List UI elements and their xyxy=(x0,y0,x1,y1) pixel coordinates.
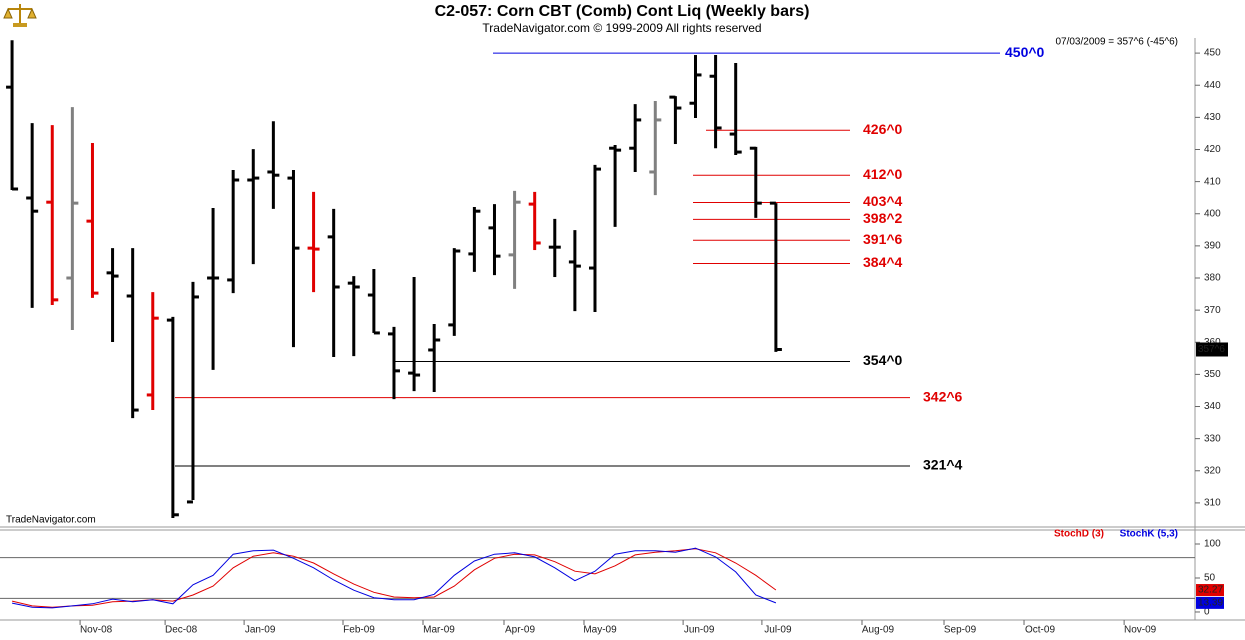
x-tick-label: Aug-09 xyxy=(862,625,895,636)
y-tick-label: 340 xyxy=(1204,401,1221,412)
y-tick-label: 310 xyxy=(1204,498,1221,509)
level-label: 391^6 xyxy=(863,231,903,247)
level-label: 342^6 xyxy=(923,388,963,404)
last-info: 07/03/2009 = 357^6 (-45^6) xyxy=(1055,37,1178,48)
legend-entry: StochD (3) xyxy=(1054,529,1104,540)
y-tick-label: 350 xyxy=(1204,369,1221,380)
y-tick-label: 370 xyxy=(1204,305,1221,316)
chart-subtitle: TradeNavigator.com © 1999-2009 All right… xyxy=(482,21,761,35)
last-price-box xyxy=(1196,342,1228,357)
y-tick-label: 420 xyxy=(1204,144,1221,155)
x-tick-label: Sep-09 xyxy=(944,625,977,636)
last-value-label: 32.27 xyxy=(1198,585,1223,596)
last-value-box xyxy=(1196,584,1224,597)
level-label: 384^4 xyxy=(863,254,903,270)
y-tick-label: 320 xyxy=(1204,465,1221,476)
level-label: 412^0 xyxy=(863,166,903,182)
x-tick-label: Mar-09 xyxy=(423,625,455,636)
y-tick-label: 400 xyxy=(1204,208,1221,219)
y-tick-label: 410 xyxy=(1204,176,1221,187)
x-tick-label: Feb-09 xyxy=(343,625,375,636)
y-tick-label: 380 xyxy=(1204,273,1221,284)
y-tick-label: 0 xyxy=(1204,607,1210,618)
level-label: 450^0 xyxy=(1005,44,1045,60)
y-tick-label: 360 xyxy=(1204,337,1221,348)
x-tick-label: Jul-09 xyxy=(764,625,792,636)
legend-entry: StochK (5,3) xyxy=(1120,529,1178,540)
y-tick-label: 330 xyxy=(1204,433,1221,444)
level-label: 426^0 xyxy=(863,121,903,137)
y-tick-label: 440 xyxy=(1204,80,1221,91)
chart-title: C2-057: Corn CBT (Comb) Cont Liq (Weekly… xyxy=(435,3,810,20)
watermark: TradeNavigator.com xyxy=(6,515,96,526)
x-tick-label: Dec-08 xyxy=(165,625,198,636)
stoch-line xyxy=(12,547,777,609)
logo xyxy=(3,4,37,27)
y-tick-label: 450 xyxy=(1204,48,1221,59)
last-value-box xyxy=(1196,596,1224,609)
last-price-label: 357^6 xyxy=(1198,344,1225,355)
level-label: 321^4 xyxy=(923,457,963,473)
x-tick-label: Nov-09 xyxy=(1124,625,1157,636)
x-tick-label: Apr-09 xyxy=(505,625,535,636)
y-tick-label: 100 xyxy=(1204,539,1221,550)
x-tick-label: Jun-09 xyxy=(684,625,715,636)
x-tick-label: Oct-09 xyxy=(1025,625,1055,636)
y-tick-label: 430 xyxy=(1204,112,1221,123)
x-tick-label: Jan-09 xyxy=(245,625,276,636)
y-tick-label: 50 xyxy=(1204,573,1216,584)
y-tick-label: 390 xyxy=(1204,241,1221,252)
x-tick-label: Nov-08 xyxy=(80,625,113,636)
last-value-label: 13.39 xyxy=(1198,598,1223,609)
level-label: 403^4 xyxy=(863,193,903,209)
level-label: 354^0 xyxy=(863,352,903,368)
x-tick-label: May-09 xyxy=(583,625,617,636)
level-label: 398^2 xyxy=(863,210,903,226)
